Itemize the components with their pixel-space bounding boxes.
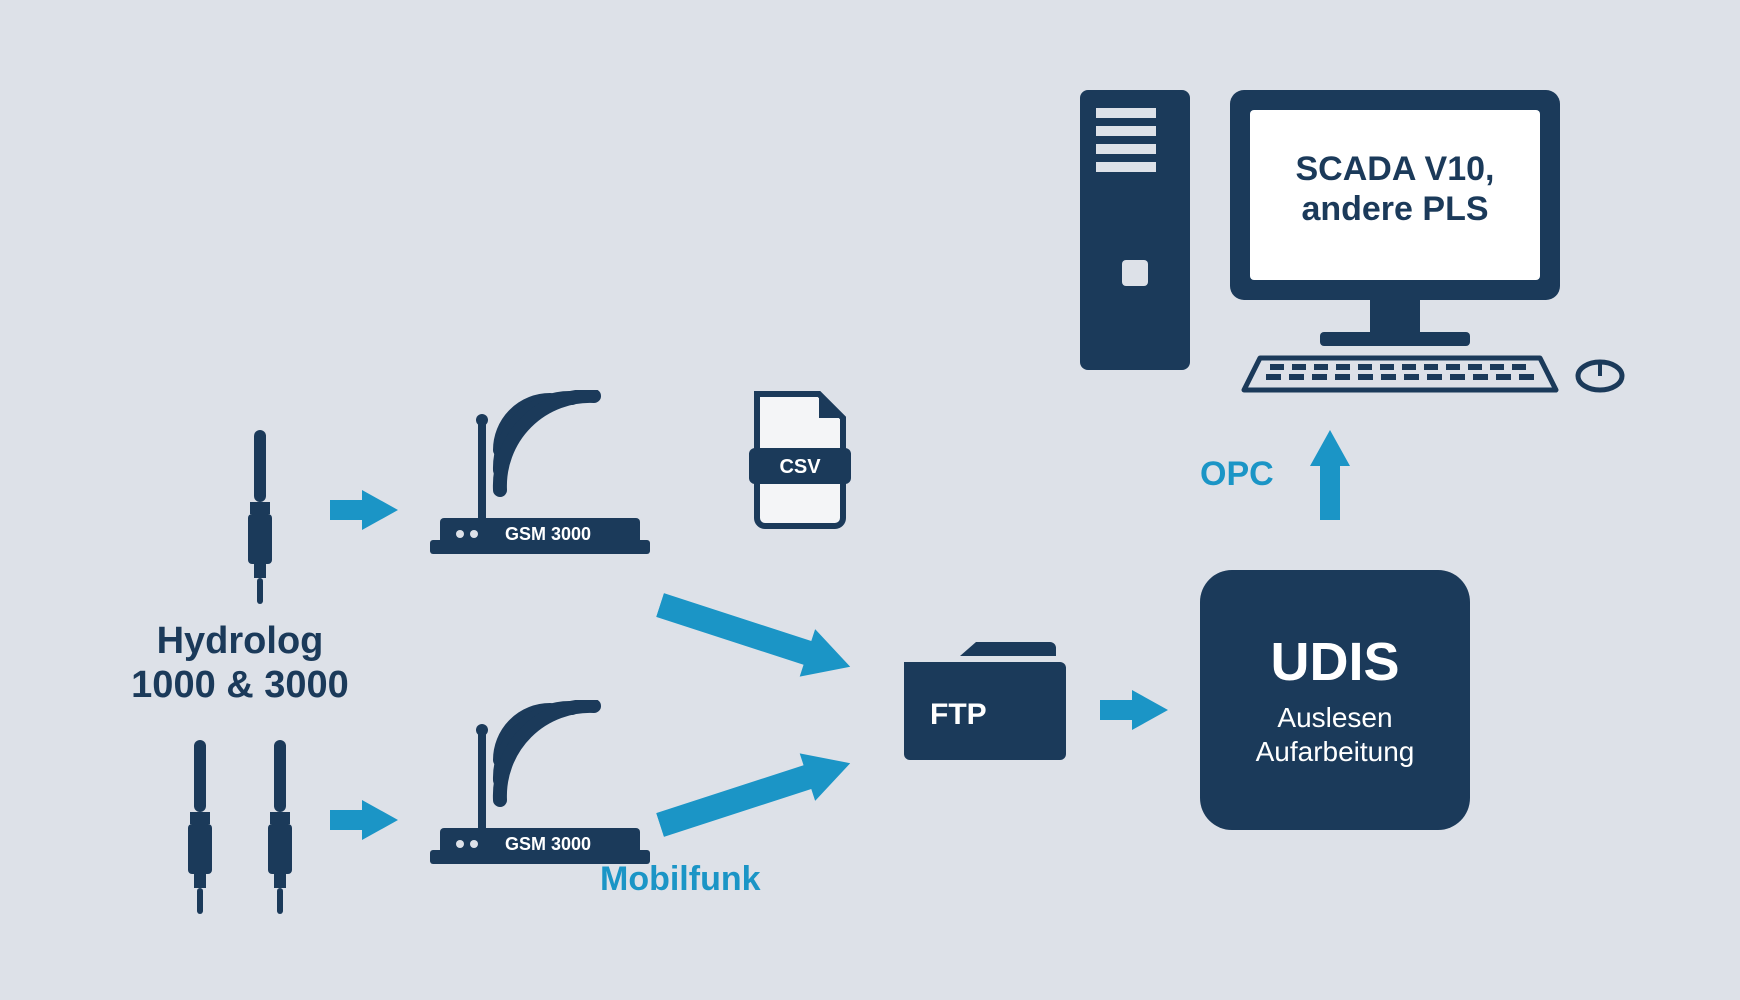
sensor-probe-icon [180,740,220,920]
csv-file-icon: CSV [745,390,855,530]
arrow-right-icon [652,581,858,690]
mobilfunk-label: Mobilfunk [600,860,761,899]
svg-text:andere PLS: andere PLS [1301,190,1488,228]
arrow-right-icon [1100,690,1168,730]
udis-box: UDIS Auslesen Aufarbeitung [1200,570,1470,830]
udis-sub2: Aufarbeitung [1256,736,1415,767]
opc-text: OPC [1200,455,1274,493]
mobilfunk-text: Mobilfunk [600,860,761,898]
hydrolog-line1: Hydrolog [157,620,324,662]
computer-icon: SCADA V10, andere PLS [1070,80,1630,400]
udis-sub1: Auslesen [1277,702,1392,733]
svg-text:CSV: CSV [779,456,821,478]
gsm-router-icon: GSM 3000 [430,390,650,560]
arrow-right-icon [330,490,398,530]
svg-text:SCADA V10,: SCADA V10, [1295,150,1494,188]
ftp-folder-icon: FTP [900,630,1070,770]
hydrolog-label: Hydrolog 1000 & 3000 [100,620,380,707]
hydrolog-line2: 1000 & 3000 [131,664,349,706]
gsm-router-icon: GSM 3000 [430,700,650,870]
arrow-up-icon [1310,430,1350,520]
svg-text:GSM 3000: GSM 3000 [505,524,591,544]
udis-title: UDIS [1270,631,1399,693]
opc-label: OPC [1200,455,1274,494]
svg-text:GSM 3000: GSM 3000 [505,834,591,854]
svg-text:FTP: FTP [930,698,987,731]
arrow-right-icon [652,739,858,848]
sensor-probe-icon [240,430,280,610]
arrow-right-icon [330,800,398,840]
sensor-probe-icon [260,740,300,920]
